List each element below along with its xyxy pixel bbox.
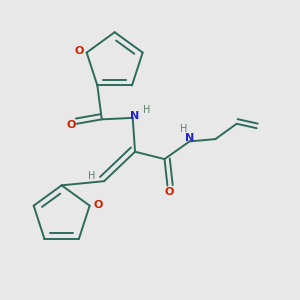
Text: H: H — [143, 105, 151, 115]
Text: N: N — [185, 134, 195, 143]
Text: O: O — [75, 46, 84, 56]
Text: H: H — [180, 124, 187, 134]
Text: O: O — [164, 187, 174, 197]
Text: N: N — [130, 111, 139, 122]
Text: O: O — [66, 120, 76, 130]
Text: O: O — [93, 200, 103, 210]
Text: H: H — [88, 171, 95, 181]
